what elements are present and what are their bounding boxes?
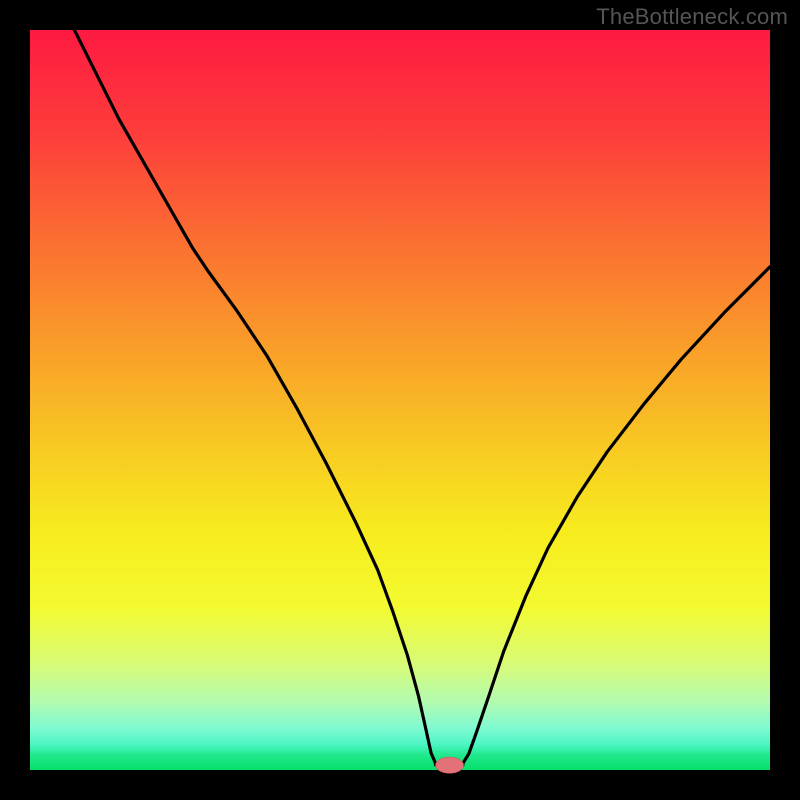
gradient-background	[30, 30, 770, 770]
bottleneck-chart	[0, 0, 800, 800]
watermark-text: TheBottleneck.com	[596, 4, 788, 30]
minimum-marker	[436, 757, 464, 773]
